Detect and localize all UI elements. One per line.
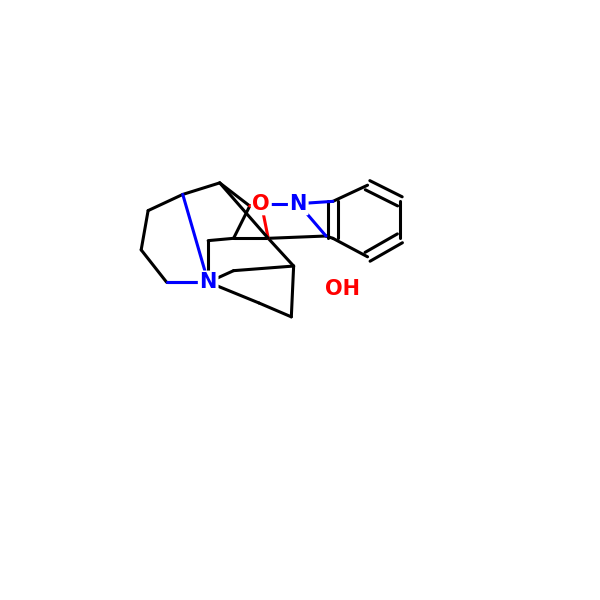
Text: O: O <box>253 194 270 214</box>
Text: OH: OH <box>325 279 360 299</box>
Text: N: N <box>290 194 307 214</box>
Text: N: N <box>199 272 217 292</box>
